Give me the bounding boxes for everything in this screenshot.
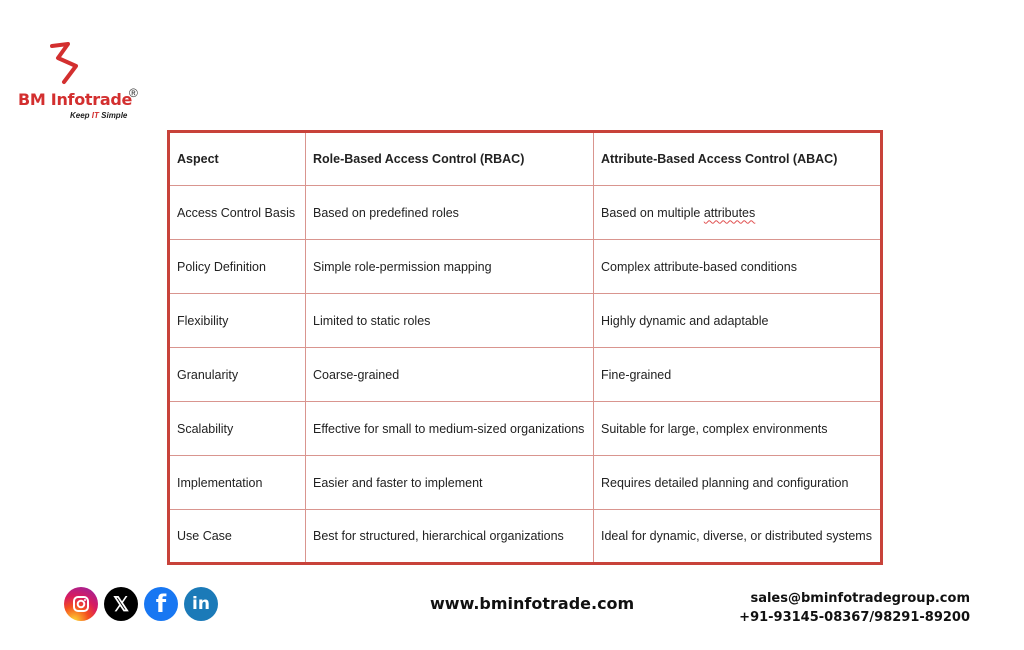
- table-cell: Ideal for dynamic, diverse, or distribut…: [593, 509, 882, 564]
- brand-logo: BM Infotrade ® Keep IT Simple: [14, 42, 154, 124]
- table-cell: Suitable for large, complex environments: [593, 401, 882, 456]
- comparison-table: Aspect Role-Based Access Control (RBAC) …: [167, 130, 883, 565]
- table-row: Use Case Best for structured, hierarchica…: [168, 509, 882, 564]
- cell-text: Scalability: [177, 421, 234, 436]
- website-link[interactable]: www.bminfotrade.com: [430, 594, 635, 613]
- cell-text: Implementation: [177, 475, 263, 490]
- table-row: Scalability Effective for small to medium…: [168, 401, 882, 456]
- cell-text: Based on predefined roles: [313, 205, 459, 220]
- table-cell: Use Case: [168, 509, 306, 564]
- tagline-part: Simple: [98, 111, 128, 120]
- table-cell: Policy Definition: [168, 239, 306, 294]
- table-row: Policy Definition Simple role-permission …: [168, 239, 882, 294]
- header-cell: Aspect: [168, 131, 306, 186]
- table-cell: Implementation: [168, 455, 306, 510]
- cell-text: Granularity: [177, 367, 239, 382]
- table-cell: Effective for small to medium-sized orga…: [305, 401, 594, 456]
- cell-text: Highly dynamic and adaptable: [601, 313, 769, 328]
- cell-text: Fine-grained: [601, 367, 672, 382]
- email-link[interactable]: sales@bminfotradegroup.com: [750, 591, 970, 606]
- table-row: Flexibility Limited to static roles Highly…: [168, 293, 882, 348]
- table-cell: Access Control Basis: [168, 185, 306, 240]
- cell-text: Policy Definition: [177, 259, 266, 274]
- table-row: Granularity Coarse-grained Fine-grained: [168, 347, 882, 402]
- cell-text: Effective for small to medium-sized orga…: [313, 421, 585, 436]
- facebook-icon[interactable]: f: [144, 587, 178, 621]
- cell-text: Simple role-permission mapping: [313, 259, 492, 274]
- table-cell: Simple role-permission mapping: [305, 239, 594, 294]
- contact-info: sales@bminfotradegroup.com +91-93145-083…: [739, 589, 970, 627]
- table-cell: Complex attribute-based conditions: [593, 239, 882, 294]
- cell-text: Based on multiple attributes: [601, 205, 756, 220]
- cell-text: Suitable for large, complex environments: [601, 421, 828, 436]
- cell-text: Flexibility: [177, 313, 229, 328]
- linkedin-icon[interactable]: in: [184, 587, 218, 621]
- x-icon[interactable]: 𝕏: [104, 587, 138, 621]
- tagline-part: Keep: [70, 111, 92, 120]
- social-links: 𝕏 f in: [64, 587, 218, 621]
- tagline-it: IT: [91, 111, 99, 120]
- table-cell: Scalability: [168, 401, 306, 456]
- logo-mark-icon: [50, 42, 78, 84]
- cell-text: Access Control Basis: [177, 205, 296, 220]
- cell-text: Use Case: [177, 529, 232, 543]
- table-cell: Granularity: [168, 347, 306, 402]
- table-cell: Best for structured, hierarchical organi…: [305, 509, 594, 564]
- table-cell: Based on multiple attributes: [593, 185, 882, 240]
- phone-number[interactable]: +91-93145-08367/98291-89200: [739, 610, 970, 625]
- table-cell: Highly dynamic and adaptable: [593, 293, 882, 348]
- table-cell: Coarse-grained: [305, 347, 594, 402]
- cell-text: Best for structured, hierarchical organi…: [313, 529, 564, 543]
- brand-tagline: Keep IT Simple: [70, 111, 127, 120]
- table-header-row: Aspect Role-Based Access Control (RBAC) …: [168, 131, 882, 186]
- table-cell: Limited to static roles: [305, 293, 594, 348]
- cell-text: Requires detailed planning and configura…: [601, 475, 849, 490]
- cell-text: Ideal for dynamic, diverse, or distribut…: [601, 529, 872, 543]
- cell-text: Easier and faster to implement: [313, 475, 483, 490]
- instagram-icon[interactable]: [64, 587, 98, 621]
- table-row: Implementation Easier and faster to imple…: [168, 455, 882, 510]
- registered-mark: ®: [129, 86, 138, 100]
- table-cell: Based on predefined roles: [305, 185, 594, 240]
- table-cell: Flexibility: [168, 293, 306, 348]
- table-cell: Easier and faster to implement: [305, 455, 594, 510]
- cell-text: Coarse-grained: [313, 367, 400, 382]
- table-row: Access Control Basis Based on predefined …: [168, 185, 882, 240]
- table-cell: Fine-grained: [593, 347, 882, 402]
- cell-text: Complex attribute-based conditions: [601, 259, 797, 274]
- header-cell: Attribute-Based Access Control (ABAC): [593, 131, 882, 186]
- brand-name: BM Infotrade: [18, 90, 133, 109]
- cell-text: Limited to static roles: [313, 313, 431, 328]
- table-cell: Requires detailed planning and configura…: [593, 455, 882, 510]
- header-cell: Role-Based Access Control (RBAC): [305, 131, 594, 186]
